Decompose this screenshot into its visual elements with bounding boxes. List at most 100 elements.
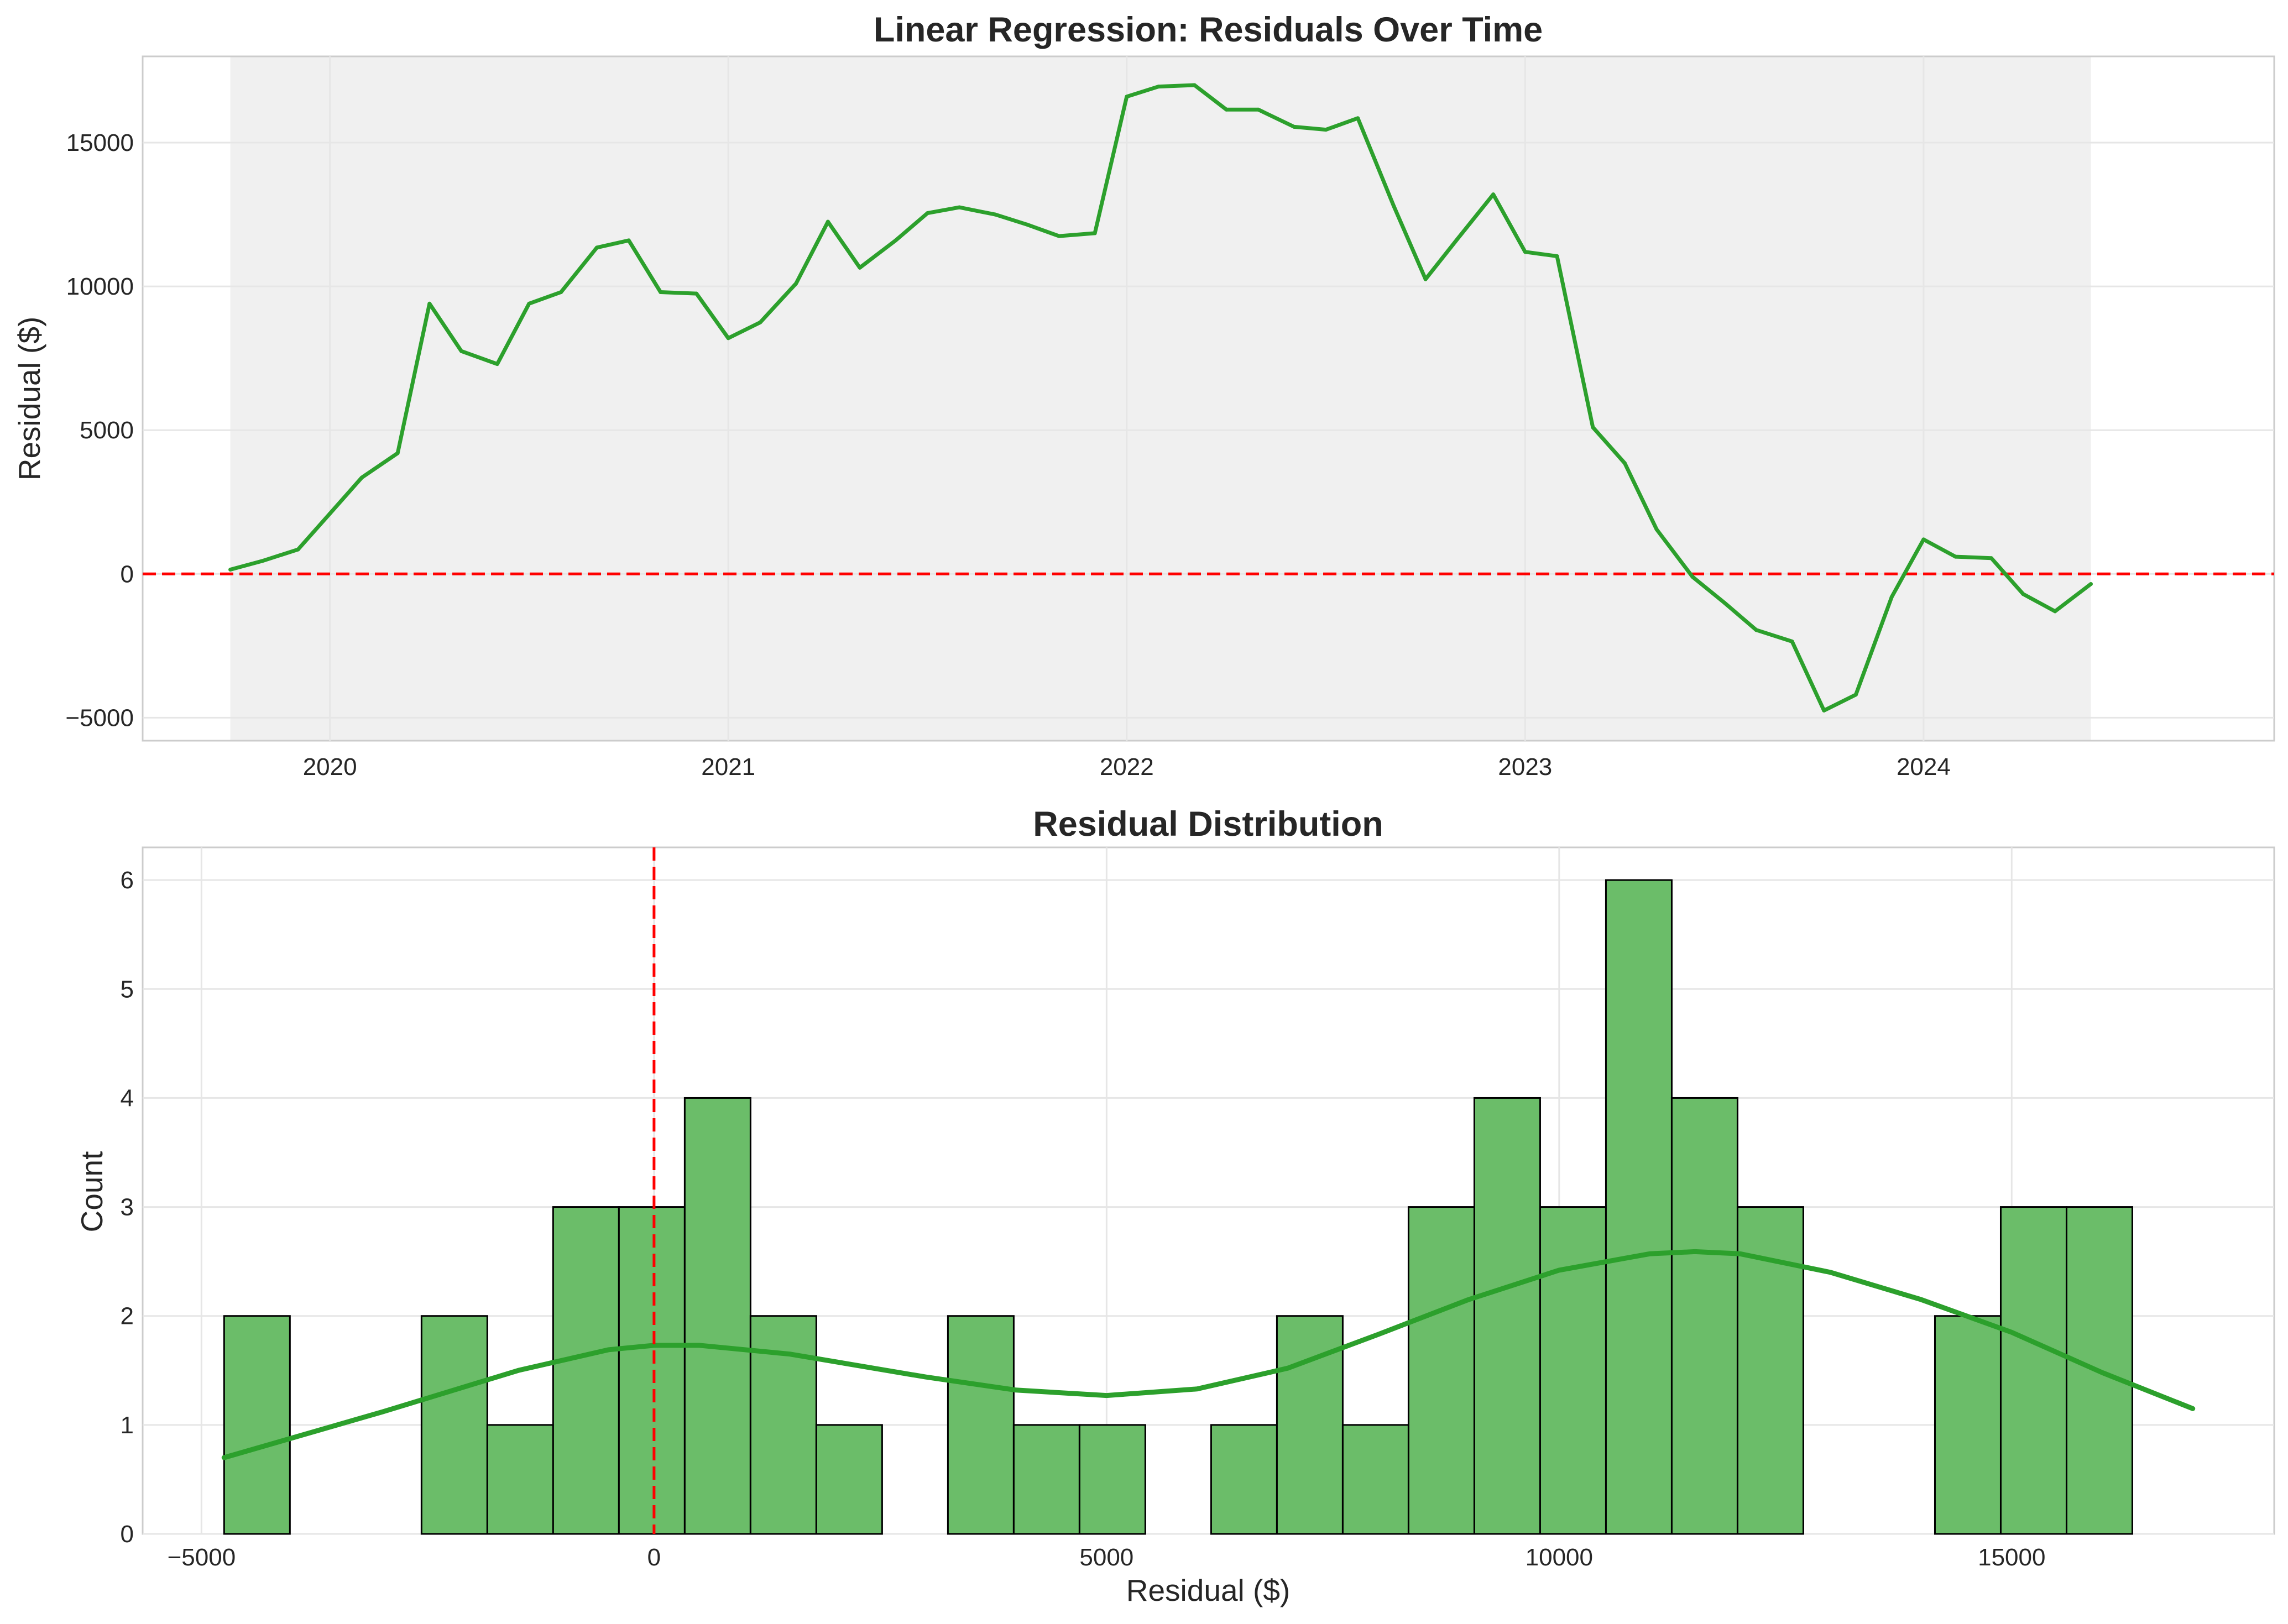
residuals-over-time-chart: 2020 2021 2022 2023 2024 −5000 0 5000 10000 1500…: [12, 11, 2275, 780]
y-tick-label: 4: [121, 1085, 134, 1112]
data-point: [1156, 85, 1161, 89]
data-point: [1921, 537, 1926, 542]
y-tick-label: 15000: [66, 129, 134, 156]
data-point: [2053, 609, 2057, 614]
data-point: [2021, 592, 2025, 596]
histogram-bar: [1078, 1424, 1146, 1535]
y-tick-label: 5000: [80, 417, 134, 444]
x-tick-label: 5000: [1079, 1544, 1133, 1571]
y-tick-label: 2: [121, 1303, 134, 1330]
histogram-bar: [1605, 879, 1673, 1535]
data-point: [993, 212, 997, 217]
data-point: [1455, 237, 1460, 241]
data-point: [527, 301, 531, 306]
data-point: [694, 291, 699, 296]
data-point: [1356, 116, 1360, 121]
histogram-bar: [1539, 1206, 1607, 1535]
data-point: [1754, 628, 1758, 632]
x-tick-label: 2021: [701, 753, 755, 780]
x-tick-label: −5000: [168, 1544, 236, 1571]
data-point: [926, 211, 930, 215]
bottom-y-tick-labels: 0 1 2 3 4 5 6: [121, 867, 134, 1548]
bottom-chart-title: Residual Distribution: [1033, 805, 1383, 844]
data-point: [1491, 192, 1496, 197]
data-point: [1889, 595, 1894, 599]
histogram-bar: [749, 1315, 817, 1535]
data-point: [1989, 556, 1993, 560]
data-point: [260, 559, 264, 563]
data-point: [1591, 425, 1595, 429]
data-point: [1292, 124, 1296, 129]
x-tick-label: 15000: [1978, 1544, 2045, 1571]
data-point: [794, 281, 798, 286]
data-point: [1722, 600, 1727, 605]
bottom-x-tick-labels: −5000 0 5000 10000 15000: [168, 1544, 2046, 1571]
y-tick-label: 3: [121, 1194, 134, 1221]
data-point: [359, 475, 364, 480]
data-point: [1093, 231, 1097, 235]
data-point: [1392, 203, 1396, 208]
data-point: [894, 238, 898, 243]
histogram-bar: [683, 1097, 751, 1535]
data-point: [395, 451, 400, 455]
data-point: [1256, 107, 1261, 112]
y-tick-label: 0: [121, 1521, 134, 1548]
histogram-bar: [1210, 1424, 1278, 1535]
top-grid: [143, 56, 2274, 741]
data-point: [1025, 222, 1030, 227]
top-chart-title: Linear Regression: Residuals Over Time: [874, 11, 1543, 49]
data-point: [1523, 250, 1527, 254]
data-point: [1423, 277, 1428, 281]
histogram-bars: [223, 879, 2133, 1535]
data-point: [957, 205, 962, 209]
data-point: [495, 362, 499, 366]
histogram-bar: [1341, 1424, 1409, 1535]
data-point: [328, 511, 332, 516]
data-point: [1853, 693, 1858, 697]
x-tick-label: 2020: [303, 753, 357, 780]
histogram-bar: [552, 1206, 620, 1535]
top-y-tick-labels: −5000 0 5000 10000 15000: [65, 129, 134, 731]
data-point: [626, 238, 631, 243]
x-tick-label: 2023: [1498, 753, 1552, 780]
histogram-bar: [815, 1424, 883, 1535]
data-point: [1690, 575, 1695, 579]
histogram-bar: [1012, 1424, 1080, 1535]
data-point: [1654, 527, 1659, 532]
histogram-bar: [1407, 1206, 1475, 1535]
histogram-bar: [1276, 1315, 1344, 1535]
data-point: [1125, 95, 1129, 99]
data-point: [826, 219, 830, 224]
data-point: [296, 547, 300, 552]
data-point: [1953, 554, 1958, 559]
bottom-y-axis-label: Count: [75, 1151, 109, 1233]
data-point: [1057, 234, 1061, 238]
y-tick-label: 6: [121, 867, 134, 894]
bottom-x-axis-label: Residual ($): [1126, 1573, 1291, 1607]
shaded-span: [230, 57, 2091, 740]
histogram-bar: [1670, 1097, 1738, 1535]
data-point: [858, 265, 862, 270]
bottom-plot-area: [142, 846, 2275, 1535]
data-point: [1324, 128, 1328, 132]
data-point: [228, 568, 233, 572]
residual-series-points: [228, 83, 2093, 713]
x-tick-label: 10000: [1526, 1544, 1593, 1571]
x-tick-label: 0: [647, 1544, 661, 1571]
data-point: [726, 336, 730, 340]
data-point: [758, 320, 762, 324]
data-point: [459, 349, 463, 353]
x-tick-label: 2024: [1897, 753, 1951, 780]
data-point: [1192, 83, 1197, 87]
data-point: [1790, 640, 1794, 644]
histogram-bar: [1999, 1206, 2067, 1535]
y-tick-label: 1: [121, 1412, 134, 1439]
top-x-tick-labels: 2020 2021 2022 2023 2024: [303, 753, 1951, 780]
data-point: [659, 290, 663, 295]
data-point: [2089, 582, 2093, 586]
histogram-bar: [947, 1315, 1015, 1535]
histogram-bar: [420, 1315, 488, 1535]
x-tick-label: 2022: [1100, 753, 1154, 780]
data-point: [1555, 254, 1559, 259]
